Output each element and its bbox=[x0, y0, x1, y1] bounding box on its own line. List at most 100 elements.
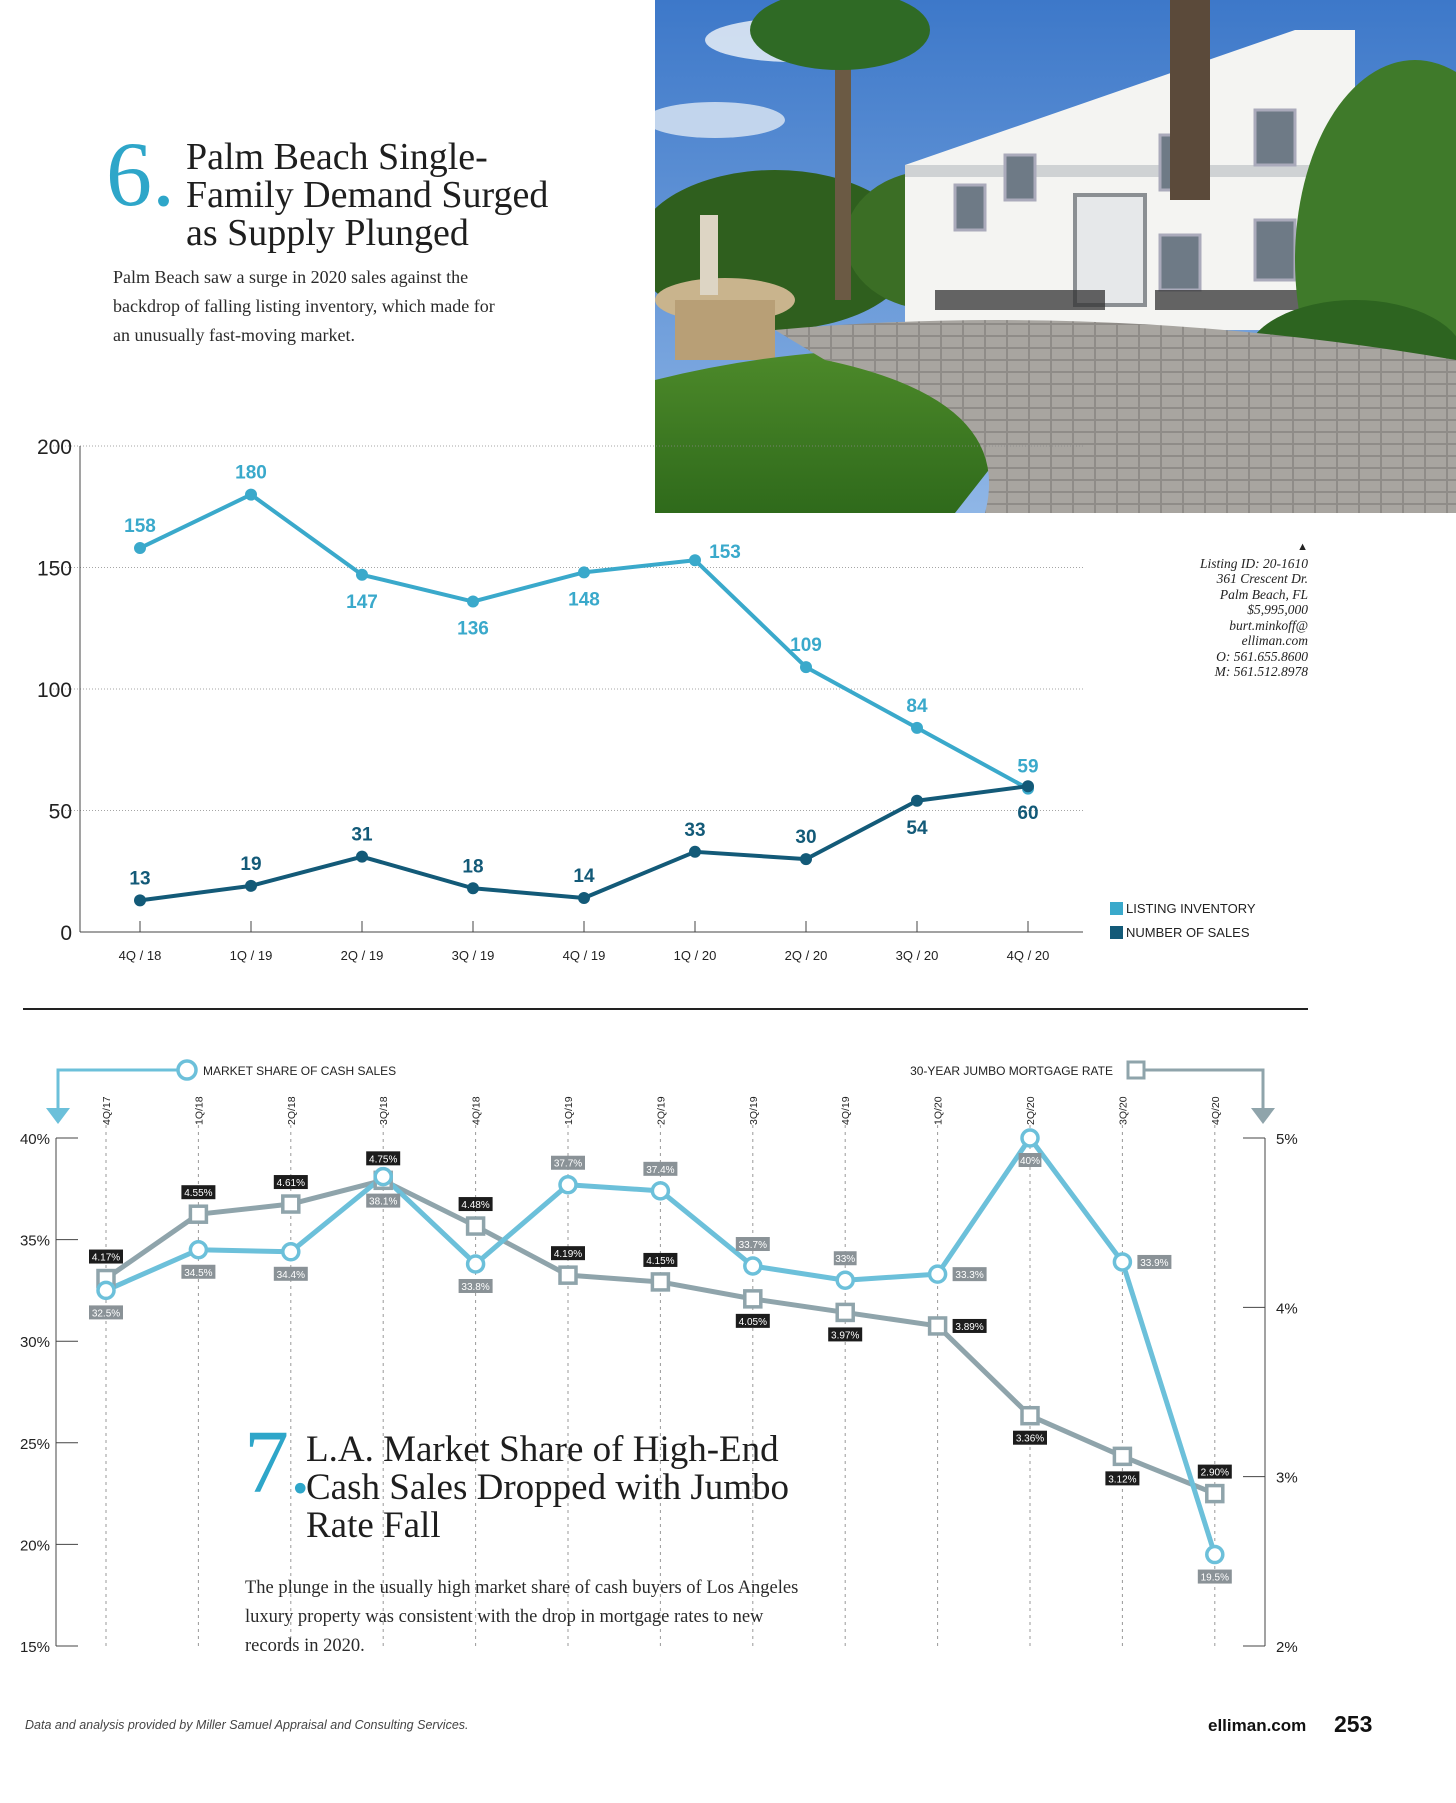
section-6-number: 6. bbox=[106, 123, 175, 225]
category-label: 2Q/19 bbox=[655, 1096, 667, 1125]
data-point bbox=[578, 891, 590, 904]
data-label: 13 bbox=[129, 868, 150, 889]
cash-data-point bbox=[188, 1240, 209, 1260]
rate-data-label-box bbox=[828, 1327, 863, 1342]
deck-line: luxury property was consistent with the … bbox=[245, 1607, 764, 1627]
down-arrow-icon bbox=[46, 1108, 70, 1124]
section-6-title: Palm Beach Single- Family Demand Surged … bbox=[186, 138, 548, 252]
cash-data-label-box bbox=[643, 1161, 678, 1176]
rate-data-label: 4.55% bbox=[184, 1188, 212, 1199]
rate-data-label: 4.19% bbox=[554, 1249, 582, 1260]
left-tick-label: 25% bbox=[20, 1436, 50, 1453]
rate-data-label: 4.61% bbox=[277, 1178, 305, 1189]
footer-site-link[interactable]: elliman.com bbox=[1208, 1716, 1307, 1735]
house-photo bbox=[655, 0, 1456, 513]
category-label: 1Q/19 bbox=[563, 1096, 575, 1125]
chart-legend: LISTING INVENTORY NUMBER OF SALES bbox=[1110, 896, 1256, 944]
rate-data-point bbox=[558, 1265, 578, 1285]
cash-data-label: 34.5% bbox=[184, 1268, 212, 1279]
x-tick-label: 4Q / 20 bbox=[1007, 948, 1050, 963]
data-label: 148 bbox=[568, 589, 600, 610]
cash-data-point bbox=[465, 1254, 486, 1274]
rate-data-point bbox=[188, 1204, 209, 1224]
rate-data-label-box bbox=[1197, 1464, 1232, 1479]
title-line: Family Demand Surged bbox=[186, 174, 549, 216]
rate-data-point bbox=[743, 1289, 763, 1309]
rate-data-point bbox=[927, 1316, 948, 1336]
cash-data-label-box bbox=[366, 1193, 401, 1208]
deck-line: records in 2020. bbox=[245, 1636, 365, 1656]
data-point bbox=[800, 853, 812, 866]
rate-data-label-box bbox=[181, 1185, 216, 1200]
listing-line: Palm Beach, FL bbox=[1219, 586, 1308, 602]
data-point bbox=[245, 488, 257, 501]
title-line: L.A. Market Share of High-End bbox=[306, 1429, 779, 1470]
data-label: 60 bbox=[1017, 803, 1038, 824]
rate-data-point bbox=[281, 1194, 301, 1214]
rate-data-point bbox=[1112, 1446, 1133, 1467]
cash-data-point bbox=[96, 1280, 116, 1301]
rate-data-label-box bbox=[551, 1246, 585, 1261]
x-tick-label: 1Q / 20 bbox=[674, 948, 717, 963]
rate-data-label-box bbox=[643, 1252, 678, 1267]
data-point bbox=[134, 894, 146, 907]
rate-data-label: 4.75% bbox=[369, 1154, 397, 1165]
rate-data-label-box bbox=[366, 1151, 401, 1166]
legend-swatch bbox=[1110, 925, 1123, 939]
cash-data-label-box bbox=[1197, 1569, 1232, 1584]
data-point bbox=[467, 882, 479, 895]
cash-data-point bbox=[835, 1270, 855, 1290]
rate-data-point bbox=[1205, 1483, 1225, 1504]
cash-data-label: 33.9% bbox=[1140, 1258, 1168, 1269]
cash-data-label: 33.7% bbox=[739, 1240, 767, 1251]
rate-data-label: 4.17% bbox=[92, 1253, 120, 1264]
left-tick-label: 35% bbox=[20, 1233, 50, 1250]
data-label: 59 bbox=[1017, 757, 1038, 778]
cash-legend-connector bbox=[56, 1068, 180, 1110]
cash-data-label: 33.8% bbox=[461, 1282, 489, 1293]
title-line: Palm Beach Single- bbox=[186, 136, 488, 178]
cash-data-label-box bbox=[952, 1267, 987, 1282]
listing-line: Listing ID: 20-1610 bbox=[1200, 555, 1308, 571]
category-label: 3Q/18 bbox=[378, 1096, 390, 1125]
data-point bbox=[356, 568, 368, 581]
left-tick-label: 15% bbox=[20, 1639, 50, 1656]
rate-data-label: 3.12% bbox=[1108, 1474, 1136, 1485]
cash-data-point bbox=[373, 1166, 393, 1187]
rate-data-label: 4.05% bbox=[739, 1317, 767, 1328]
up-arrow-icon: ▲ bbox=[1297, 541, 1308, 553]
cash-data-label: 40% bbox=[1020, 1156, 1040, 1167]
category-label: 3Q/19 bbox=[748, 1096, 760, 1125]
footer-source: Data and analysis provided by Miller Sam… bbox=[25, 1718, 469, 1732]
rate-data-label-box bbox=[1105, 1471, 1140, 1486]
data-point bbox=[911, 794, 923, 807]
rate-data-label-box bbox=[89, 1249, 123, 1264]
cash-data-label: 37.7% bbox=[554, 1159, 582, 1170]
section-6-deck: Palm Beach saw a surge in 2020 sales aga… bbox=[113, 263, 495, 350]
x-tick-label: 1Q / 19 bbox=[230, 948, 273, 963]
y-tick-label: 100 bbox=[37, 679, 72, 702]
right-tick-label: 3% bbox=[1276, 1470, 1298, 1487]
category-label: 4Q/17 bbox=[101, 1096, 113, 1125]
rate-data-label-box bbox=[458, 1197, 493, 1212]
y-tick-label: 200 bbox=[37, 436, 72, 459]
section-7-title: L.A. Market Share of High-End Cash Sales… bbox=[306, 1431, 789, 1545]
cash-data-label: 33.3% bbox=[955, 1270, 983, 1281]
data-point bbox=[467, 595, 479, 608]
house-photo-illustration bbox=[655, 0, 1456, 513]
rate-data-label: 3.36% bbox=[1016, 1434, 1044, 1445]
listing-line: $5,995,000 bbox=[1247, 602, 1308, 617]
cash-data-point bbox=[1020, 1128, 1040, 1148]
data-label: 147 bbox=[346, 592, 378, 613]
cash-data-label-box bbox=[458, 1278, 493, 1293]
data-point bbox=[1022, 780, 1034, 793]
x-tick-label: 2Q / 19 bbox=[341, 948, 384, 963]
x-tick-label: 3Q / 20 bbox=[896, 948, 939, 963]
category-label: 1Q/18 bbox=[193, 1096, 205, 1125]
cash-data-label-box bbox=[551, 1155, 585, 1170]
section-divider bbox=[23, 1008, 1308, 1010]
section-7-number: 7. bbox=[244, 1413, 312, 1512]
data-label: 54 bbox=[906, 818, 928, 839]
listing-line: 361 Crescent Dr. bbox=[1216, 571, 1308, 586]
data-point bbox=[356, 850, 368, 863]
